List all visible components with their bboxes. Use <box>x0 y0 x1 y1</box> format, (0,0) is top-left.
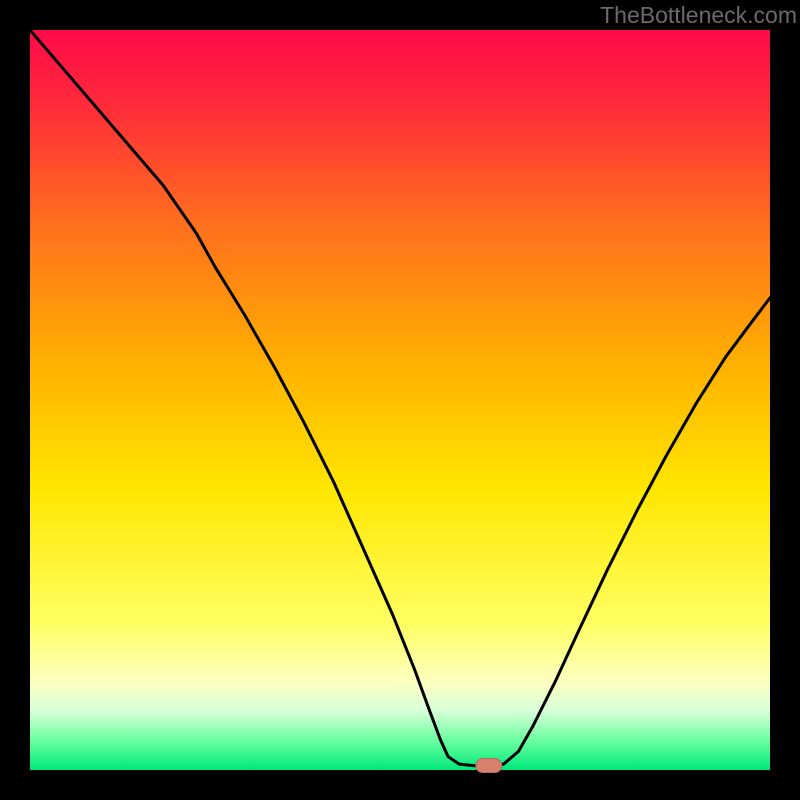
bottleneck-curve-layer <box>0 0 800 800</box>
watermark-text: TheBottleneck.com <box>600 2 797 29</box>
chart-canvas: TheBottleneck.com <box>0 0 800 800</box>
bottleneck-curve <box>30 30 770 766</box>
minimum-marker <box>476 759 502 773</box>
